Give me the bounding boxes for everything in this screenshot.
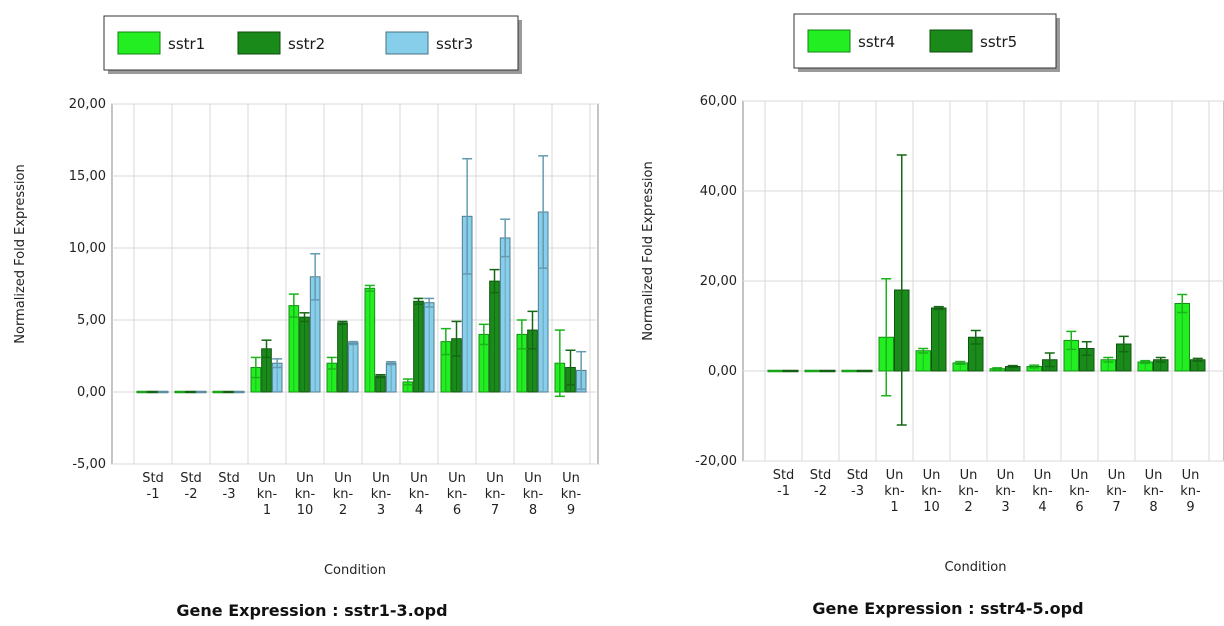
x-tick-label: Un kn-4 (409, 471, 430, 518)
bar-sstr4 (841, 369, 857, 373)
bar-sstr4 (767, 369, 783, 373)
plot-area (111, 103, 599, 465)
legend-label-sstr4: sstr4 (858, 33, 895, 51)
x-tick-label: Std -3 (218, 471, 240, 502)
bar-sstr1 (136, 390, 148, 394)
x-axis-title: Condition (324, 563, 386, 578)
x-tick-label: Un kn-6 (447, 471, 468, 518)
x-tick-label: Un kn-4 (1032, 468, 1053, 515)
y-axis-title: Normalized Fold Expression (641, 161, 656, 340)
chart-title: Gene Expression : sstr4-5.opd (812, 599, 1083, 618)
x-tick-label: Un kn-3 (371, 471, 392, 518)
x-axis-title: Condition (944, 560, 1006, 575)
x-tick-label: Un kn-10 (295, 471, 316, 518)
legend-swatch-sstr1 (117, 31, 161, 55)
x-tick-label: Un kn-3 (995, 468, 1016, 515)
x-tick-label: Std -3 (847, 468, 869, 499)
x-tick-label: Un kn-1 (257, 471, 278, 518)
x-tick-label: Un kn-9 (1180, 468, 1201, 515)
x-tick-label: Std -1 (142, 471, 164, 502)
y-tick-label: 5,00 (77, 313, 106, 328)
y-tick-label: 0,00 (708, 364, 737, 379)
bar-sstr1 (174, 390, 186, 394)
x-tick-label: Un kn-8 (1143, 468, 1164, 515)
bar-sstr2 (223, 390, 234, 394)
y-tick-label: 15,00 (69, 169, 106, 184)
bar-sstr2 (147, 390, 158, 394)
bar-sstr1 (212, 390, 224, 394)
x-tick-label: Std -2 (810, 468, 832, 499)
legend (103, 15, 519, 71)
legend-swatch-sstr2 (237, 31, 281, 55)
bar-sstr3 (195, 390, 207, 394)
y-tick-label: 20,00 (69, 97, 106, 112)
chart-sstr1-3: 20,00 15,00 10,00 5,00 0,00 -5,00 Std -1 Std -2 St… (13, 15, 599, 620)
x-tick-label: Un kn-2 (333, 471, 354, 518)
bar-sstr2 (185, 390, 196, 394)
legend-label-sstr3: sstr3 (436, 35, 473, 53)
y-tick-label: 60,00 (700, 94, 737, 109)
x-tick-label: Std -2 (180, 471, 202, 502)
y-tick-label: 20,00 (700, 274, 737, 289)
chart-title: Gene Expression : sstr1-3.opd (176, 601, 447, 620)
y-tick-label: -20,00 (695, 454, 737, 469)
chart-sstr4-5: 60,00 40,00 20,00 0,00 -20,00 Std -1 Std -2 Std -3… (641, 13, 1224, 618)
bar-sstr5 (820, 369, 836, 373)
bar-sstr4 (804, 369, 820, 373)
y-tick-label: 0,00 (77, 385, 106, 400)
legend-label-sstr1: sstr1 (168, 35, 205, 53)
y-tick-label: 40,00 (700, 184, 737, 199)
bar-sstr5 (857, 369, 873, 373)
bar-sstr5 (783, 369, 799, 373)
y-axis-title: Normalized Fold Expression (13, 164, 28, 343)
x-tick-label: Un kn-10 (921, 468, 942, 515)
bar-sstr3 (157, 390, 169, 394)
x-tick-label: Un kn-7 (485, 471, 506, 518)
legend-label-sstr2: sstr2 (288, 35, 325, 53)
y-tick-label: 10,00 (69, 241, 106, 256)
x-tick-label: Un kn-6 (1069, 468, 1090, 515)
x-tick-label: Un kn-2 (958, 468, 979, 515)
bar-sstr3 (233, 390, 245, 394)
legend-swatch-sstr3 (385, 31, 429, 55)
x-tick-label: Un kn-7 (1106, 468, 1127, 515)
legend-swatch-sstr5 (929, 29, 973, 53)
x-tick-label: Un kn-8 (523, 471, 544, 518)
x-tick-label: Un kn-9 (561, 471, 582, 518)
x-tick-label: Std -1 (773, 468, 795, 499)
legend-label-sstr5: sstr5 (980, 33, 1017, 51)
x-tick-label: Un kn-1 (884, 468, 905, 515)
legend-swatch-sstr4 (807, 29, 851, 53)
y-tick-label: -5,00 (72, 457, 106, 472)
